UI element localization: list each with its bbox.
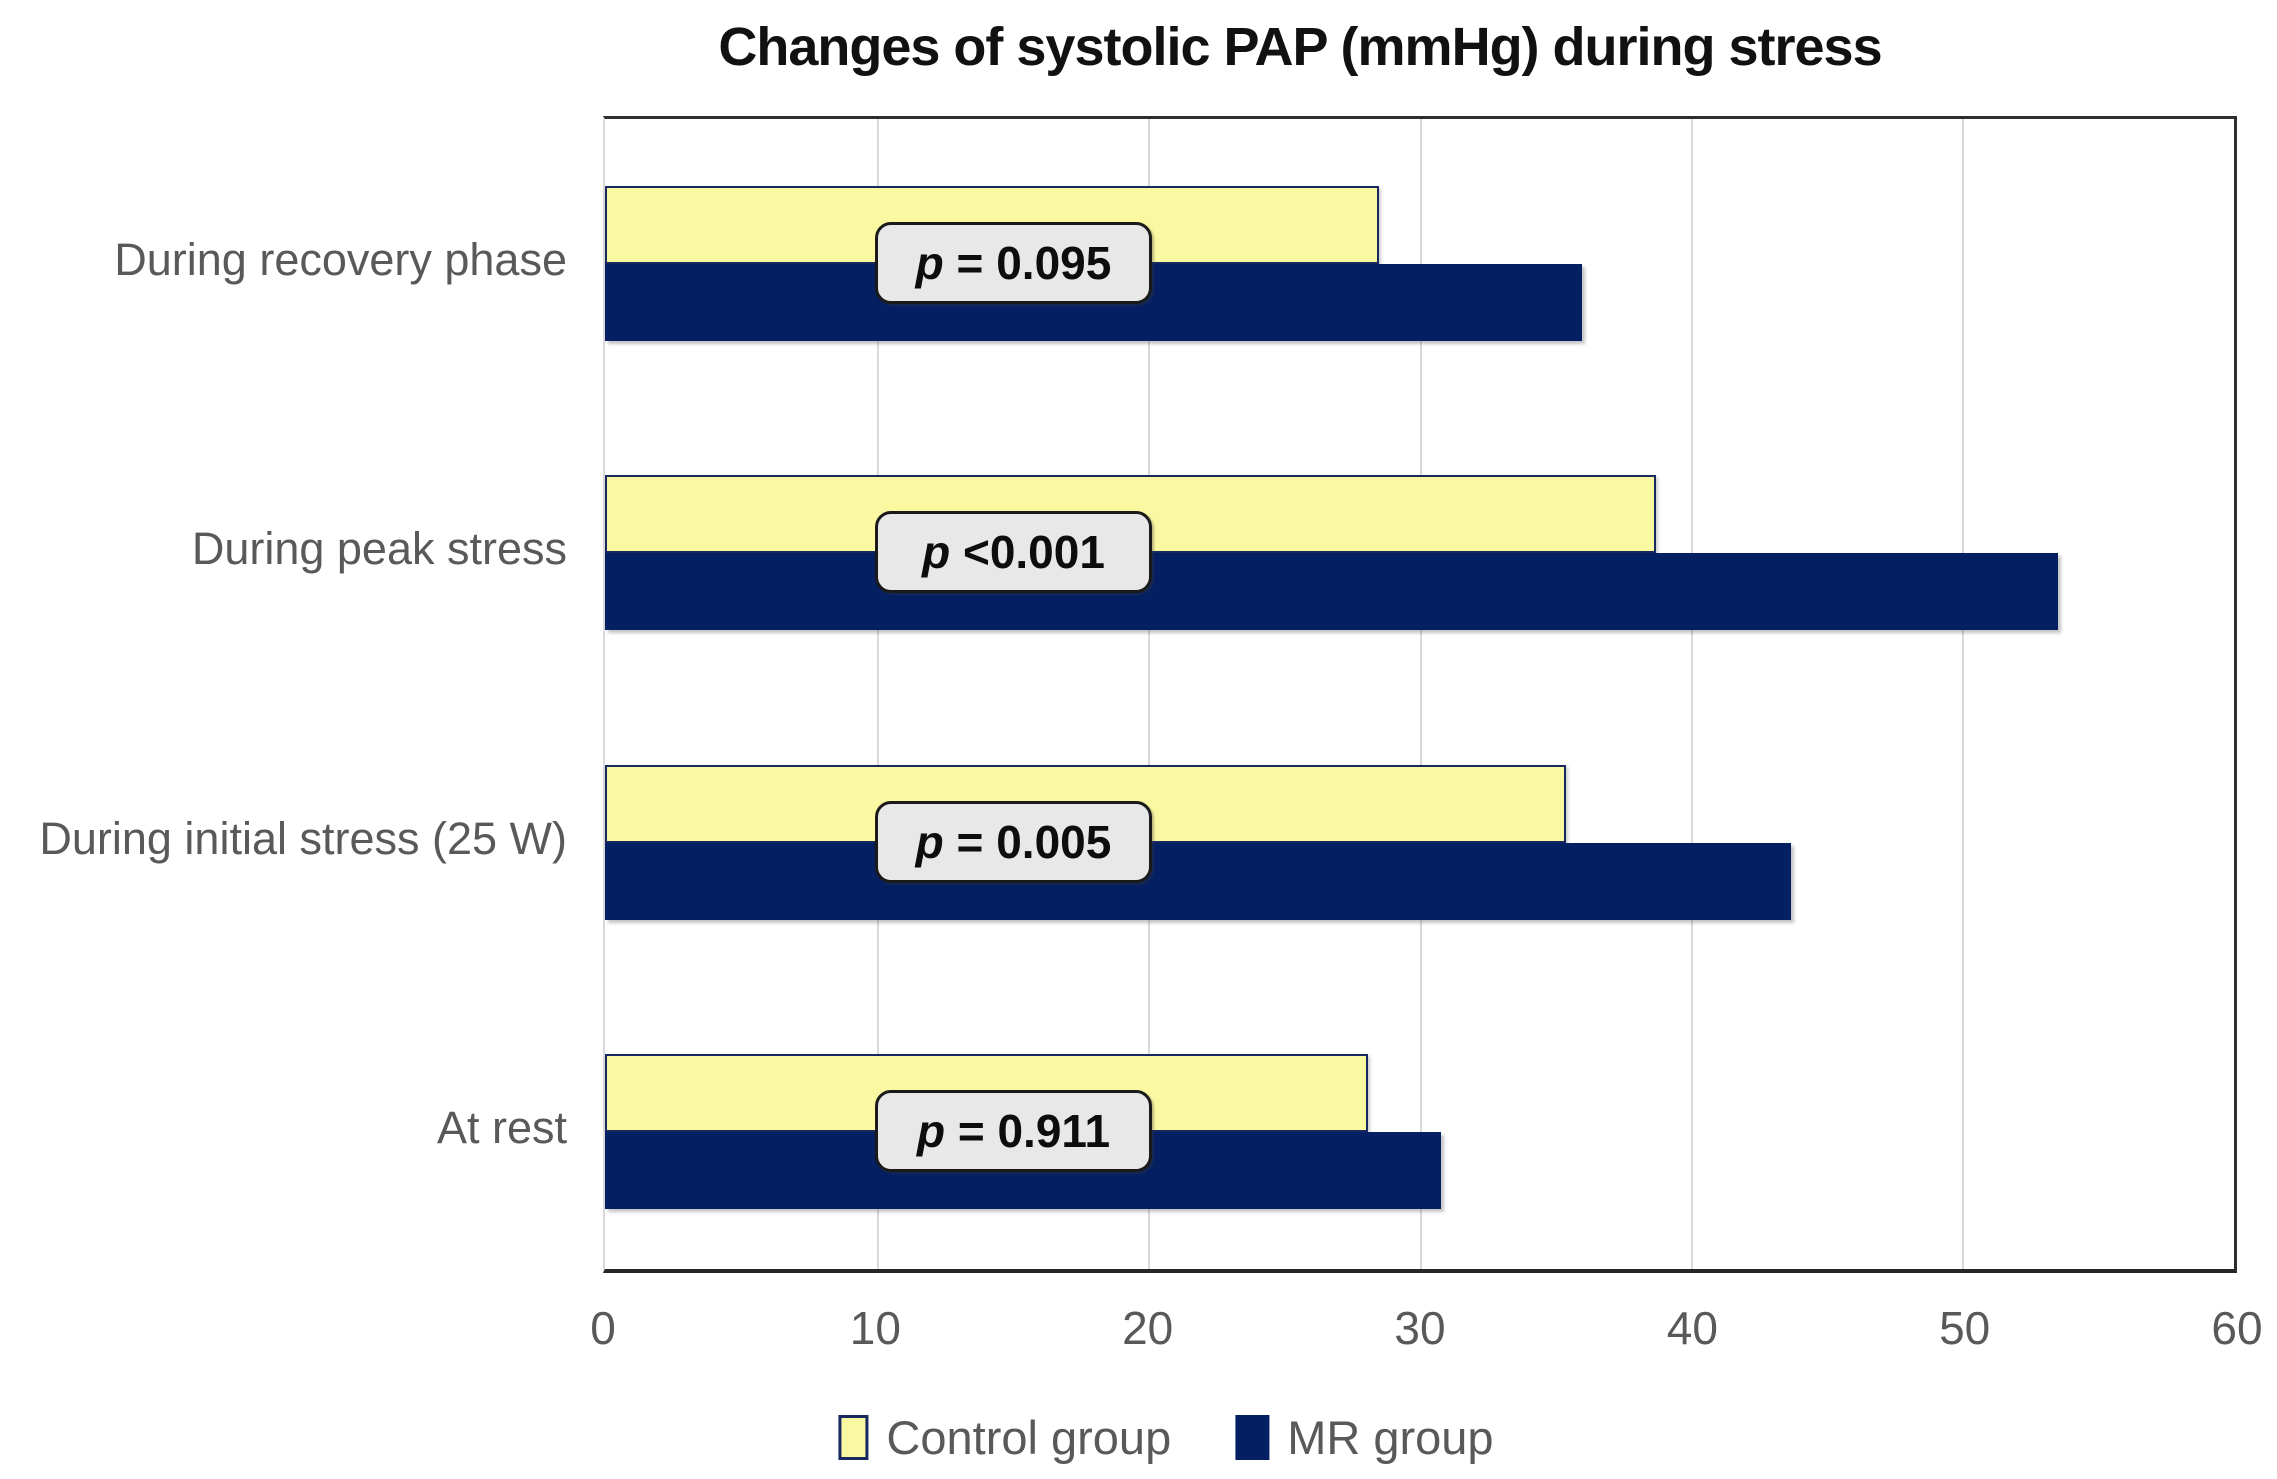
gridline-40	[1691, 119, 1693, 1269]
p-value-text: <0.001	[950, 526, 1105, 578]
bar-group-recovery: p = 0.095	[605, 119, 2234, 408]
bar-group-rest: p = 0.911	[605, 987, 2234, 1276]
x-tick-label-10: 10	[849, 1302, 901, 1354]
x-tick-label-0: 0	[590, 1302, 616, 1354]
bar-mr-peak	[605, 553, 2058, 630]
p-value-text: = 0.005	[943, 816, 1112, 868]
gridline-30	[1419, 119, 1422, 1269]
category-label-recovery: During recovery phase	[114, 234, 567, 285]
p-value-label-initial: p = 0.005	[875, 801, 1152, 883]
bar-group-initial: p = 0.005	[605, 698, 2234, 987]
p-value-label-peak: p <0.001	[875, 511, 1152, 593]
x-axis: 0 10 20 30 40 50 60	[590, 1298, 2262, 1358]
legend-item-mr: MR group	[1235, 1410, 1494, 1465]
gridline-50	[1962, 119, 1965, 1269]
x-tick-label-30: 30	[1394, 1302, 1446, 1354]
category-label-initial: During initial stress (25 W)	[39, 813, 567, 864]
p-value-text: = 0.911	[945, 1105, 1111, 1157]
legend-item-control: Control group	[838, 1410, 1171, 1465]
mr-group-swatch-icon	[1235, 1415, 1270, 1460]
p-value-text: = 0.095	[943, 237, 1112, 289]
x-tick-label-50: 50	[1939, 1302, 1991, 1354]
x-tick-label-60: 60	[2211, 1302, 2263, 1354]
bar-group-peak: p <0.001	[605, 408, 2234, 697]
p-value-label-recovery: p = 0.095	[875, 222, 1152, 304]
p-symbol: p	[916, 1105, 946, 1157]
chart-title: Changes of systolic PAP (mmHg) during st…	[718, 17, 1882, 77]
bar-mr-initial	[605, 843, 1792, 920]
gridline-10	[876, 119, 879, 1269]
p-symbol: p	[922, 526, 951, 578]
x-tick-label-40: 40	[1666, 1302, 1718, 1354]
legend: Control group MR group	[838, 1410, 1494, 1465]
legend-label-control: Control group	[886, 1411, 1172, 1464]
control-group-swatch-icon	[838, 1415, 869, 1460]
category-label-rest: At rest	[436, 1102, 567, 1153]
p-symbol: p	[915, 816, 944, 868]
legend-label-mr: MR group	[1287, 1411, 1494, 1464]
p-value-label-rest: p = 0.911	[875, 1090, 1152, 1172]
category-label-peak: During peak stress	[191, 523, 567, 574]
gridline-20	[1147, 119, 1150, 1269]
plot-area: p = 0.095 p <0.001 p = 0.005 p = 0.911	[603, 116, 2237, 1273]
x-tick-label-20: 20	[1122, 1302, 1174, 1354]
p-symbol: p	[915, 237, 944, 289]
